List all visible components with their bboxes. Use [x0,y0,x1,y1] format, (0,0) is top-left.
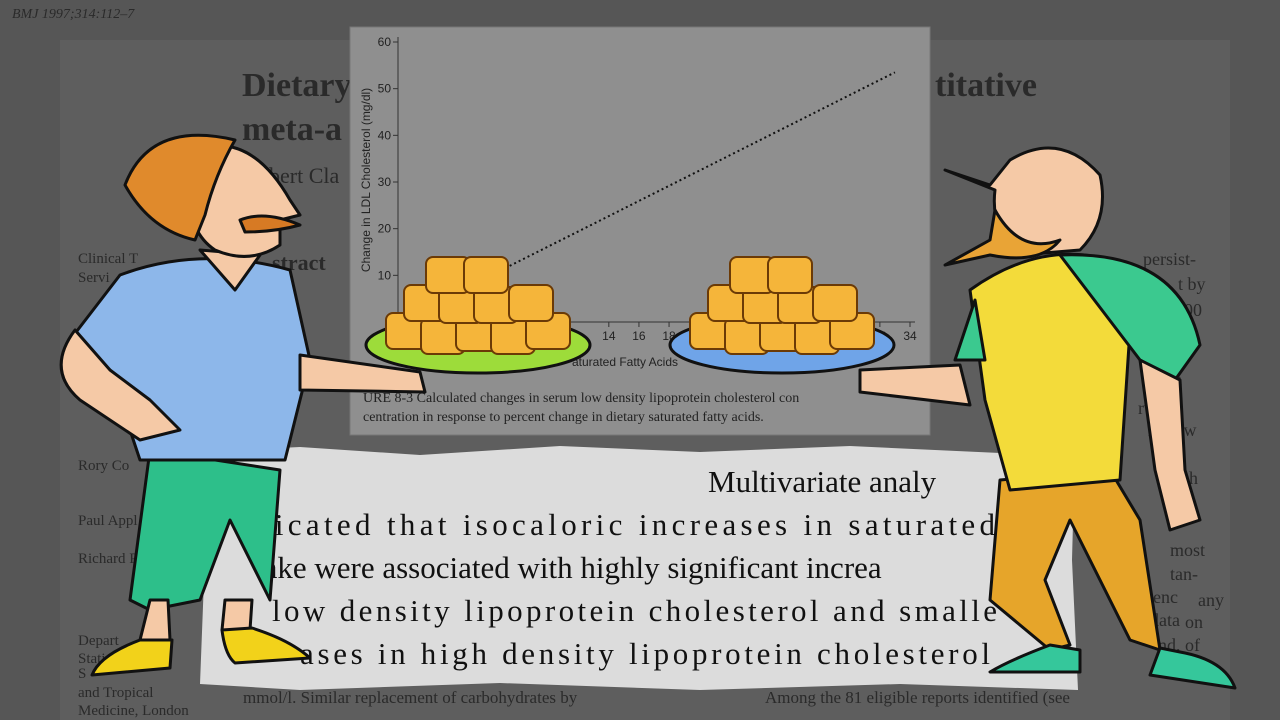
y-tick-label: 10 [378,268,392,282]
body-text: Among the 81 eligible reports identified… [765,688,1070,707]
column-text: Depart [78,633,120,649]
chart-panel [349,26,931,436]
column-text: persist- [1143,249,1196,269]
cake [812,284,858,322]
headline: titative [935,67,1037,104]
column-text: on [1185,612,1203,632]
y-tick-label: 30 [378,175,392,189]
y-axis-label: Change in LDL Cholesterol (mg/dl) [359,88,373,272]
x-tick-label: 34 [903,329,917,343]
caption: centration in response to percent change… [363,410,764,425]
column-text: Paul Appl [78,513,138,529]
column-text: S [78,666,86,682]
left-character [59,133,427,677]
caption: URE 8-3 Calculated changes in serum low … [363,391,799,406]
citation: BMJ 1997;314:112–7 [12,7,135,22]
column-text: Clinical T [78,251,138,267]
column-text: Medicine, London [78,703,189,719]
headline: Dietary [242,67,352,104]
column-text: any [1198,590,1224,610]
headline: meta-a [242,111,342,148]
paper-line: take were associated with highly signifi… [255,550,882,585]
x-tick-label: 14 [602,329,616,343]
y-tick-label: 20 [378,222,392,236]
column-text: Servi [78,270,110,286]
cake [767,256,813,294]
paper-line: ases in high density lipoprotein cholest… [300,636,990,671]
column-text: Richard P [78,551,138,567]
paper-line: Multivariate analy [708,464,937,499]
column-text: most [1170,540,1205,560]
y-tick-label: 50 [378,82,392,96]
x-axis-label: aturated Fatty Acids [572,355,678,369]
cake [508,284,554,322]
y-tick-label: 60 [378,35,392,49]
column-text: and Tropical [78,685,153,701]
column-text: Rory Co [78,458,129,474]
x-tick-label: 16 [632,329,646,343]
cake [463,256,509,294]
y-tick-label: 40 [378,128,392,142]
body-text: mmol/l. Similar replacement of carbohydr… [243,688,578,707]
right-character [858,146,1237,690]
column-text: tan- [1170,564,1198,584]
torn-paper [195,446,1078,690]
column-text: t by [1178,274,1206,294]
